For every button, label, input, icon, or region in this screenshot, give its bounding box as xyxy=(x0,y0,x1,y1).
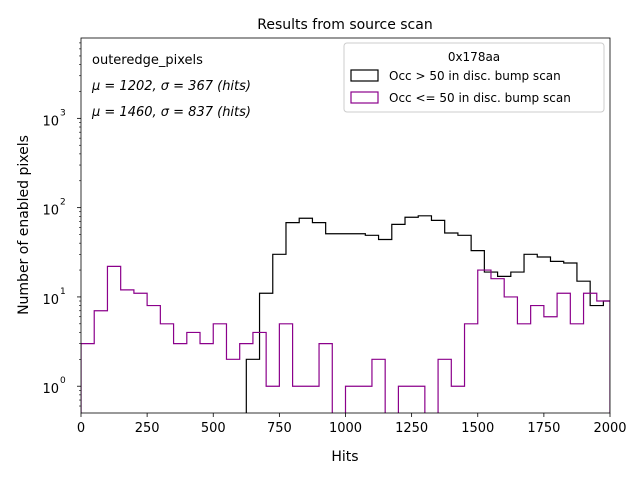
y-tick-exponent: 3 xyxy=(60,108,66,118)
x-tick-label: 1250 xyxy=(395,421,428,436)
annotation-name: outeredge_pixels xyxy=(92,53,203,68)
x-tick-label: 1500 xyxy=(461,421,494,436)
x-tick-label: 750 xyxy=(267,421,292,436)
legend-swatch-black xyxy=(350,69,379,82)
y-tick-exponent: 0 xyxy=(60,376,66,386)
y-tick-exponent: 1 xyxy=(60,287,66,297)
x-tick-label: 250 xyxy=(135,421,160,436)
x-tick-label: 1750 xyxy=(527,421,560,436)
y-tick-label: 10 xyxy=(42,114,59,129)
legend-swatch-purple xyxy=(350,91,379,104)
y-tick-label: 10 xyxy=(42,382,59,397)
y-tick-label: 10 xyxy=(42,293,59,308)
y-axis-label: Number of enabled pixels xyxy=(16,135,32,315)
x-tick-label: 2000 xyxy=(593,421,626,436)
chart-title: Results from source scan xyxy=(257,17,432,33)
legend-label-black: Occ > 50 in disc. bump scan xyxy=(389,69,561,83)
y-tick-label: 10 xyxy=(42,204,59,219)
legend-label-purple: Occ <= 50 in disc. bump scan xyxy=(389,91,571,105)
histogram-series-0 xyxy=(245,215,610,413)
x-tick-label: 1000 xyxy=(329,421,362,436)
annotation-stats-purple: μ = 1460, σ = 837 (hits) xyxy=(91,105,251,120)
legend-title: 0x178aa xyxy=(448,50,500,64)
x-tick-label: 0 xyxy=(77,421,85,436)
annotation-stats-black: μ = 1202, σ = 367 (hits) xyxy=(91,79,251,94)
x-axis-ticks: 0 250 500 750 1000 1250 1500 1750 2000 xyxy=(77,413,627,436)
histogram-series-1 xyxy=(81,265,610,413)
series-layer xyxy=(81,215,610,413)
y-tick-exponent: 2 xyxy=(60,198,66,208)
x-axis-label: Hits xyxy=(331,449,358,465)
legend: 0x178aa Occ > 50 in disc. bump scan Occ … xyxy=(343,42,605,113)
legend-box xyxy=(343,42,605,113)
x-tick-label: 500 xyxy=(201,421,226,436)
